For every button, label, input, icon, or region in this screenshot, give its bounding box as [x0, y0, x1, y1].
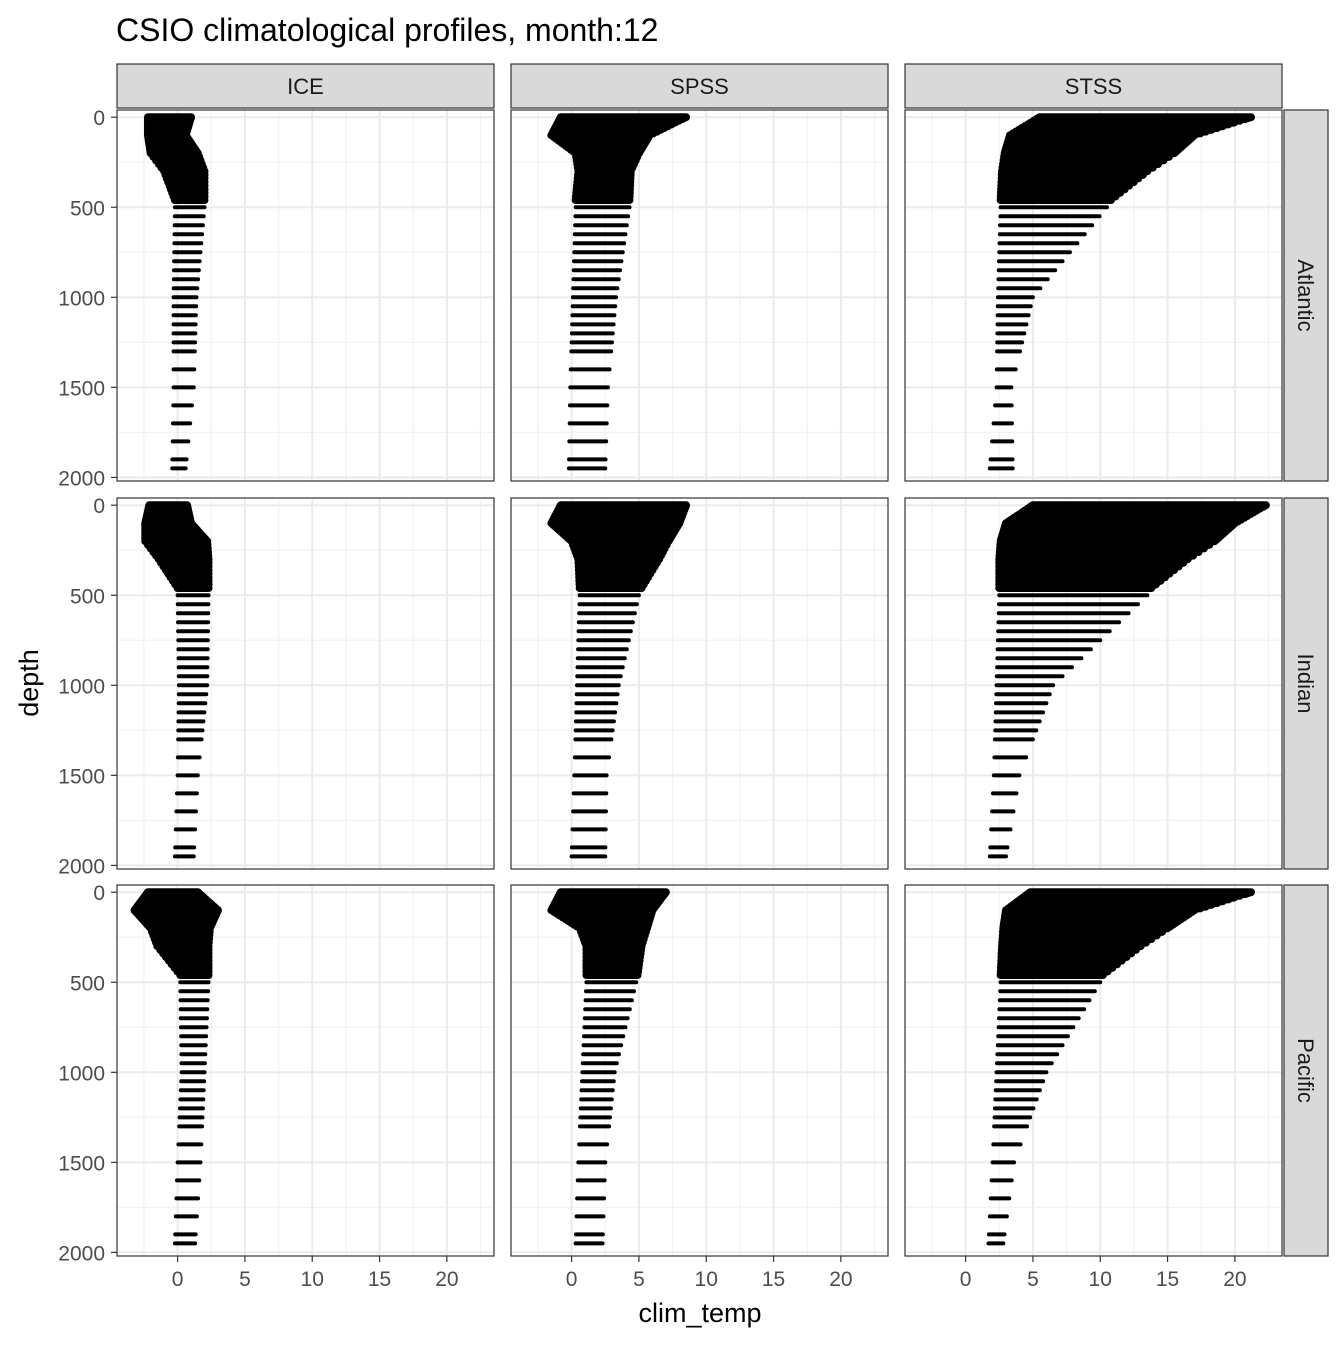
- facet-strip-indian: [1283, 497, 1329, 870]
- facet-strip-pacific: [1283, 884, 1329, 1257]
- x-tick-label: 15: [1156, 1268, 1179, 1291]
- x-tick-label: 5: [1027, 1268, 1039, 1291]
- y-tick-label: 1500: [58, 1152, 105, 1175]
- facet-strip-label-ice: ICE: [287, 74, 324, 99]
- facet-strip-atlantic: [1283, 109, 1329, 482]
- panels-layer: ICE SPSS STSSAtlanticIndianPacific05001000…: [58, 63, 1329, 1291]
- x-tick-label: 10: [301, 1268, 324, 1291]
- y-tick-label: 0: [93, 107, 105, 130]
- panel-border: [904, 109, 1283, 482]
- y-tick-label: 500: [70, 972, 105, 995]
- y-tick-label: 2000: [58, 855, 105, 878]
- y-tick-label: 500: [70, 585, 105, 608]
- y-tick-label: 2000: [58, 467, 105, 490]
- facet-strip-label-spss: SPSS: [670, 74, 729, 99]
- y-tick-label: 0: [93, 882, 105, 905]
- y-tick-label: 2000: [58, 1242, 105, 1265]
- facet-strip-label-stss: STSS: [1065, 74, 1122, 99]
- panel-border: [904, 884, 1283, 1257]
- panel-background: [511, 110, 888, 481]
- panel-indian-ice: [116, 497, 495, 870]
- panel-border: [116, 497, 495, 870]
- facet-strip-label-pacific: Pacific: [1293, 1038, 1318, 1103]
- x-tick-label: 0: [566, 1268, 578, 1291]
- y-axis-title: depth: [14, 649, 44, 717]
- panel-pacific-ice: [116, 884, 495, 1257]
- panel-border: [116, 884, 495, 1257]
- panel-border: [116, 109, 495, 482]
- x-tick-label: 20: [435, 1268, 458, 1291]
- y-tick-label: 1000: [58, 1062, 105, 1085]
- panel-atlantic-ice: [116, 109, 495, 482]
- x-axis-title: clim_temp: [638, 1298, 761, 1328]
- panel-background: [511, 885, 888, 1256]
- chart-title: CSIO climatological profiles, month:12: [116, 12, 658, 48]
- x-tick-label: 5: [239, 1268, 251, 1291]
- panel-atlantic-stss: [904, 109, 1283, 482]
- panel-border: [510, 497, 889, 870]
- facet-strip-label-atlantic: Atlantic: [1293, 259, 1318, 331]
- y-tick-label: 1500: [58, 377, 105, 400]
- x-tick-label: 15: [762, 1268, 785, 1291]
- facet-strip-label-indian: Indian: [1293, 654, 1318, 714]
- x-tick-label: 0: [960, 1268, 972, 1291]
- y-tick-label: 1000: [58, 675, 105, 698]
- panel-border: [904, 497, 1283, 870]
- x-tick-label: 5: [633, 1268, 645, 1291]
- y-tick-label: 1500: [58, 765, 105, 788]
- x-tick-label: 0: [172, 1268, 184, 1291]
- x-tick-label: 10: [1089, 1268, 1112, 1291]
- panel-indian-spss: [510, 497, 889, 870]
- panel-border: [510, 109, 889, 482]
- panel-pacific-stss: [904, 884, 1283, 1257]
- panel-pacific-spss: [510, 884, 889, 1257]
- x-tick-label: 10: [695, 1268, 718, 1291]
- y-tick-label: 500: [70, 197, 105, 220]
- y-tick-label: 0: [93, 495, 105, 518]
- facet-strip-ice: [116, 63, 495, 109]
- panel-background: [511, 498, 888, 869]
- panel-indian-stss: [904, 497, 1283, 870]
- x-tick-label: 15: [368, 1268, 391, 1291]
- y-tick-label: 1000: [58, 287, 105, 310]
- facet-strip-spss: [510, 63, 889, 109]
- x-tick-label: 20: [1223, 1268, 1246, 1291]
- panel-atlantic-spss: [510, 109, 889, 482]
- panel-border: [510, 884, 889, 1257]
- x-tick-label: 20: [829, 1268, 852, 1291]
- facet-strip-stss: [904, 63, 1283, 109]
